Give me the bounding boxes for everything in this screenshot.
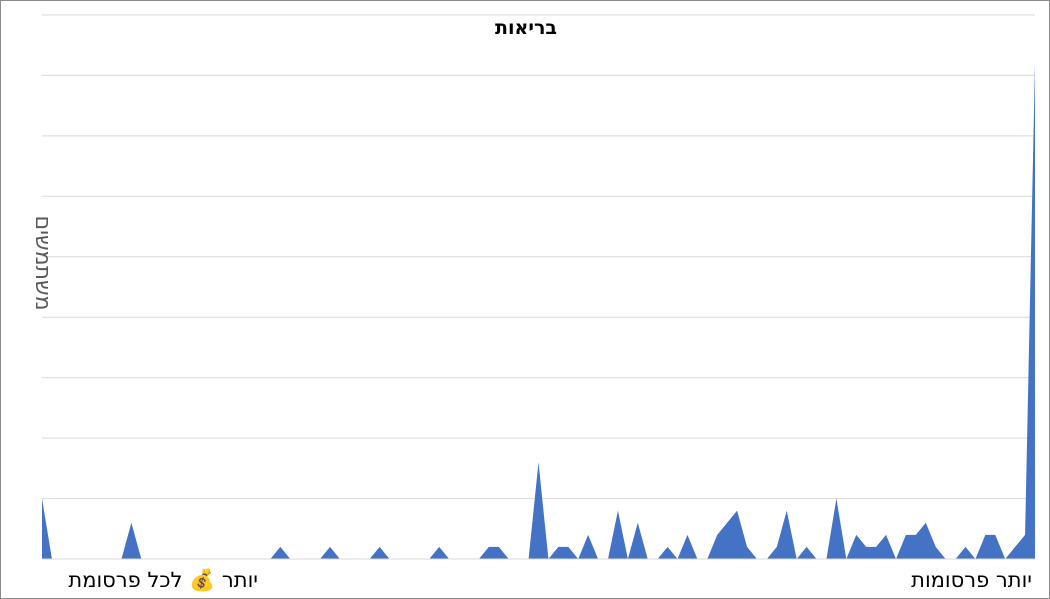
y-axis-label: משתמשים xyxy=(30,215,55,310)
area-series xyxy=(42,63,1035,560)
gridlines xyxy=(42,14,1035,500)
area-fill xyxy=(42,63,1035,560)
x-axis-end-label: יותר 💰 לכל פרסומת xyxy=(68,567,258,593)
x-axis-start-label: יותר פרסומות xyxy=(911,568,1032,592)
chart-title: בריאות xyxy=(495,17,557,39)
